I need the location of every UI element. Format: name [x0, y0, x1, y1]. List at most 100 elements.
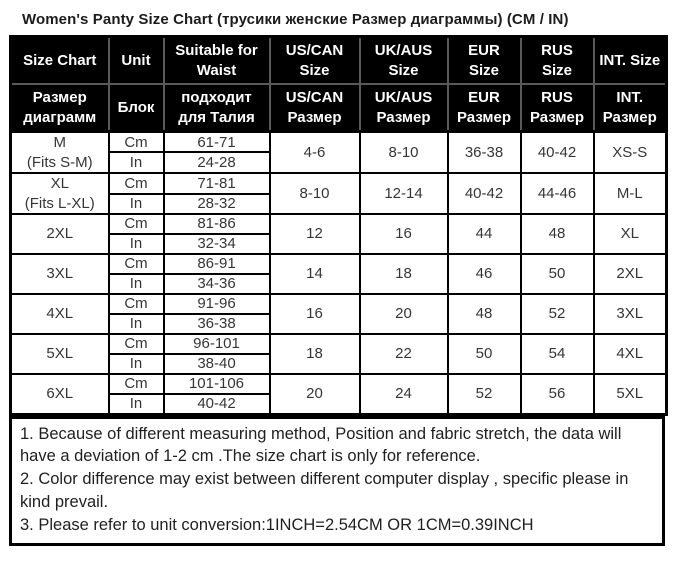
int-value: 5XL — [592, 373, 668, 415]
waist-cm-value: 81-86 — [162, 213, 271, 235]
size-label: XL (Fits L-XL) — [9, 172, 110, 215]
unit-in-label: In — [107, 273, 165, 295]
int-value: 4XL — [592, 333, 668, 375]
unit-in-label: In — [107, 353, 165, 375]
rus-value: 44-46 — [519, 172, 595, 215]
us-can-value: 4-6 — [268, 130, 361, 174]
size-label: 4XL — [9, 293, 110, 335]
table-row-sub: In 24-28 — [11, 151, 667, 174]
table-header: Size Chart Unit Suitable for Waist US/CA… — [9, 35, 668, 133]
header-eur: EUR Size — [446, 35, 522, 85]
size-chart-table: Size Chart Unit Suitable for Waist US/CA… — [9, 35, 668, 416]
waist-in-value: 32-34 — [162, 233, 271, 255]
header-waist-ru: подходит для Талия — [162, 83, 271, 133]
header-int-ru: INT. Размер — [592, 83, 668, 133]
table-row: M (Fits S-M) Cm 61-71 4-6 8-10 36-38 40-… — [9, 130, 668, 174]
table-body: M (Fits S-M) Cm 61-71 4-6 8-10 36-38 40-… — [9, 130, 668, 415]
us-can-value: 12 — [268, 213, 361, 255]
header-eur-ru: EUR Размер — [446, 83, 522, 133]
table-row: 5XL Cm 96-101 18 22 50 54 4XL — [9, 333, 668, 375]
rus-value: 48 — [519, 213, 595, 255]
header-size-chart-ru: Размер диаграмм — [9, 83, 110, 133]
eur-value: 40-42 — [446, 172, 522, 215]
int-value: XS-S — [592, 130, 668, 174]
header-row-en: Size Chart Unit Suitable for Waist US/CA… — [9, 35, 668, 85]
rus-value: 56 — [519, 373, 595, 415]
eur-value: 50 — [446, 333, 522, 375]
waist-cm-value: 61-71 — [162, 130, 271, 154]
rus-value: 40-42 — [519, 130, 595, 174]
note-line-2: 2. Color difference may exist between di… — [20, 470, 629, 511]
size-label: 3XL — [9, 253, 110, 295]
int-value: 2XL — [592, 253, 668, 295]
unit-cm-label: Cm — [107, 333, 165, 355]
waist-cm-value: 101-106 — [162, 373, 271, 395]
int-value: M-L — [592, 172, 668, 215]
us-can-value: 16 — [268, 293, 361, 335]
waist-cm-value: 96-101 — [162, 333, 271, 355]
unit-cm-label: Cm — [107, 172, 165, 195]
header-uk-aus-ru: UK/AUS Размер — [358, 83, 449, 133]
waist-cm-value: 86-91 — [162, 253, 271, 275]
size-label: 2XL — [9, 213, 110, 255]
header-uk-aus: UK/AUS Size — [358, 35, 449, 85]
eur-value: 48 — [446, 293, 522, 335]
table-row: 4XL Cm 91-96 16 20 48 52 3XL — [9, 293, 668, 335]
us-can-value: 8-10 — [268, 172, 361, 215]
uk-aus-value: 22 — [358, 333, 449, 375]
unit-cm-label: Cm — [107, 130, 165, 154]
note-line-1: 1. Because of different measuring method… — [20, 424, 622, 466]
uk-aus-value: 20 — [358, 293, 449, 335]
header-size-chart: Size Chart — [9, 35, 110, 85]
table-row-sub: In 38-40 — [11, 353, 667, 375]
waist-in-value: 24-28 — [162, 151, 271, 174]
unit-in-label: In — [107, 393, 165, 415]
size-label: M (Fits S-M) — [9, 130, 110, 174]
header-unit: Unit — [107, 35, 165, 85]
rus-value: 50 — [519, 253, 595, 295]
header-row-ru: Размер диаграмм Блок подходит для Талия … — [9, 83, 668, 133]
notes-box: 1. Because of different measuring method… — [9, 415, 665, 547]
table-row: 2XL Cm 81-86 12 16 44 48 XL — [9, 213, 668, 255]
table-row: 3XL Cm 86-91 14 18 46 50 2XL — [9, 253, 668, 295]
header-us-can: US/CAN Size — [268, 35, 361, 85]
int-value: XL — [592, 213, 668, 255]
unit-cm-label: Cm — [107, 253, 165, 275]
eur-value: 44 — [446, 213, 522, 255]
unit-cm-label: Cm — [107, 213, 165, 235]
uk-aus-value: 16 — [358, 213, 449, 255]
note-line-3: 3. Please refer to unit conversion:1INCH… — [20, 515, 534, 534]
waist-in-value: 34-36 — [162, 273, 271, 295]
eur-value: 36-38 — [446, 130, 522, 174]
header-us-can-ru: US/CAN Размер — [268, 83, 361, 133]
uk-aus-value: 12-14 — [358, 172, 449, 215]
page-title: Women's Panty Size Chart (трусики женски… — [22, 11, 569, 28]
rus-value: 52 — [519, 293, 595, 335]
rus-value: 54 — [519, 333, 595, 375]
unit-cm-label: Cm — [107, 293, 165, 315]
us-can-value: 14 — [268, 253, 361, 295]
int-value: 3XL — [592, 293, 668, 335]
waist-in-value: 38-40 — [162, 353, 271, 375]
table-row-sub: In 40-42 — [11, 393, 667, 415]
size-label: 5XL — [9, 333, 110, 375]
waist-in-value: 36-38 — [162, 313, 271, 335]
us-can-value: 18 — [268, 333, 361, 375]
uk-aus-value: 24 — [358, 373, 449, 415]
header-int: INT. Size — [592, 35, 668, 85]
waist-cm-value: 91-96 — [162, 293, 271, 315]
waist-cm-value: 71-81 — [162, 172, 271, 195]
table-row-sub: In 32-34 — [11, 233, 667, 255]
header-unit-ru: Блок — [107, 83, 165, 133]
unit-in-label: In — [107, 192, 165, 215]
unit-in-label: In — [107, 151, 165, 174]
unit-in-label: In — [107, 233, 165, 255]
unit-cm-label: Cm — [107, 373, 165, 395]
us-can-value: 20 — [268, 373, 361, 415]
header-rus: RUS Size — [519, 35, 595, 85]
eur-value: 46 — [446, 253, 522, 295]
uk-aus-value: 8-10 — [358, 130, 449, 174]
waist-in-value: 28-32 — [162, 192, 271, 215]
table-row: XL (Fits L-XL) Cm 71-81 8-10 12-14 40-42… — [9, 172, 668, 215]
